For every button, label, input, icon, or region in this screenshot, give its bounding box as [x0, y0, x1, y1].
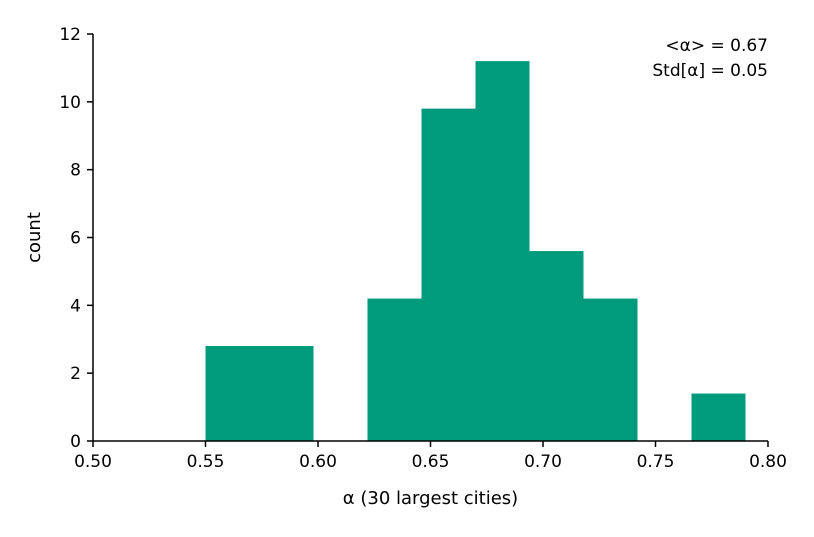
x-tick-label: 0.70 — [524, 452, 562, 472]
std-annotation: Std[α] = 0.05 — [652, 61, 768, 81]
y-tick-label: 4 — [70, 296, 81, 316]
y-tick-label: 0 — [70, 432, 81, 452]
x-axis-label: α (30 largest cities) — [343, 488, 518, 509]
y-tick-label: 8 — [70, 161, 81, 181]
x-tick-label: 0.55 — [187, 452, 225, 472]
y-tick-label: 10 — [59, 93, 81, 113]
x-tick-label: 0.65 — [412, 452, 450, 472]
mean-annotation: <α> = 0.67 — [665, 36, 768, 56]
histogram-bar — [259, 346, 314, 441]
histogram-bar — [529, 251, 584, 441]
y-tick-label: 2 — [70, 364, 81, 384]
x-tick-label: 0.50 — [74, 452, 112, 472]
y-tick-label: 12 — [59, 25, 81, 45]
histogram-bar — [421, 108, 476, 441]
histogram-bar — [691, 393, 746, 441]
histogram-bar — [583, 298, 638, 441]
y-tick-label: 6 — [70, 229, 81, 249]
x-tick-label: 0.80 — [749, 452, 787, 472]
bars-group — [205, 61, 746, 442]
y-ticks-group: 0 2 4 6 8 10 12 — [59, 25, 93, 452]
histogram-bar — [205, 346, 260, 441]
x-tick-label: 0.75 — [637, 452, 675, 472]
x-tick-label: 0.60 — [299, 452, 337, 472]
y-axis-label: count — [24, 212, 45, 263]
histogram-bar — [475, 61, 530, 442]
x-ticks-group: 0.50 0.55 0.60 0.65 0.70 0.75 0.80 — [74, 441, 787, 472]
histogram-bar — [367, 298, 422, 441]
